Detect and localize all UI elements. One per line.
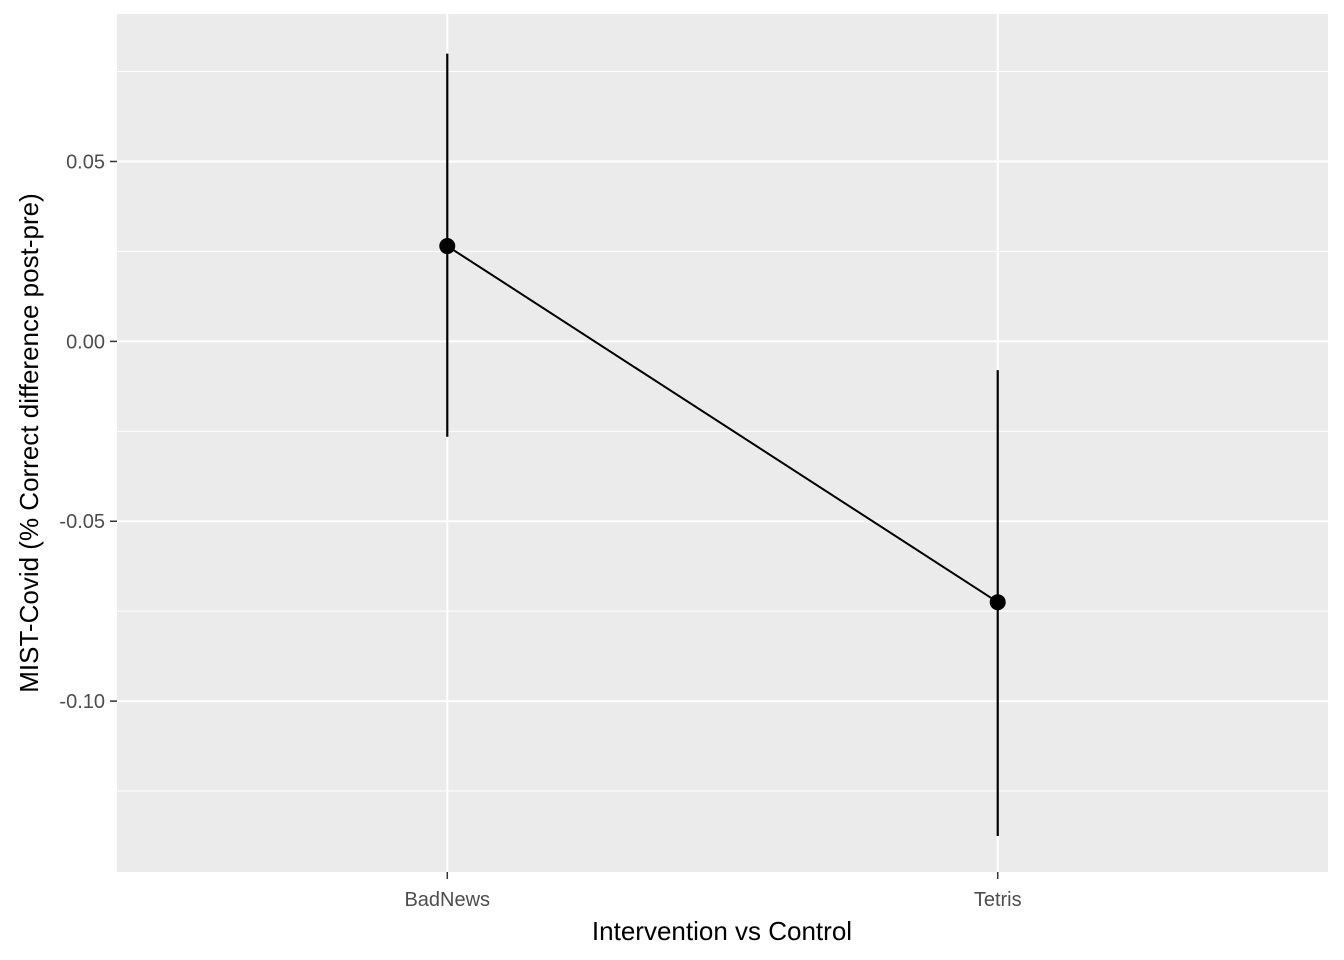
x-tick-label: Tetris bbox=[974, 889, 1022, 911]
grid-lines bbox=[117, 14, 1328, 872]
data-point bbox=[439, 238, 456, 255]
x-tick-labels: BadNews Tetris bbox=[404, 889, 1021, 911]
x-tick-label: BadNews bbox=[404, 889, 490, 911]
y-axis-title: MIST-Covid (% Correct difference post-pr… bbox=[14, 193, 44, 692]
y-tick-labels: 0.05 0.00 -0.05 -0.10 bbox=[59, 151, 105, 713]
data-marks bbox=[439, 53, 1006, 837]
plot-panel bbox=[117, 14, 1328, 872]
y-tick-label: 0.05 bbox=[66, 151, 105, 173]
y-tick-label: -0.05 bbox=[59, 511, 105, 533]
y-tick-label: 0.00 bbox=[66, 331, 105, 353]
data-point bbox=[989, 594, 1006, 611]
axis-ticks bbox=[110, 160, 999, 879]
y-tick-label: -0.10 bbox=[59, 691, 105, 713]
x-axis-title: Intervention vs Control bbox=[592, 916, 852, 946]
series-line bbox=[446, 245, 999, 604]
